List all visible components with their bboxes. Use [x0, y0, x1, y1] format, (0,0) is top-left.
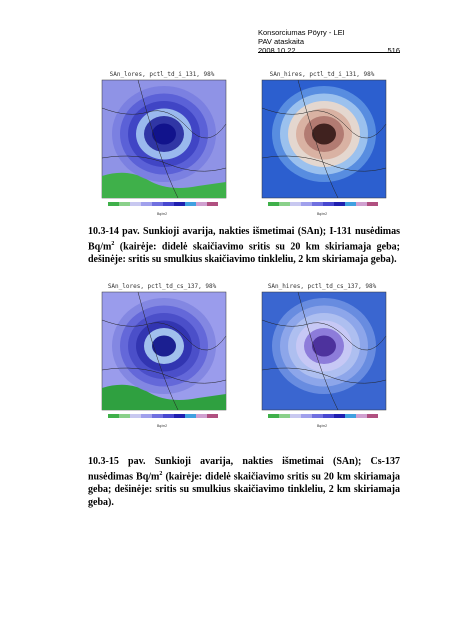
colorbar-cell — [108, 414, 119, 418]
colorbar-cell — [196, 414, 207, 418]
date: 2008 10 22 — [258, 46, 296, 55]
colorbar-cell — [279, 414, 290, 418]
colorbar-cell — [196, 202, 207, 206]
colorbar-cell — [163, 414, 174, 418]
colorbar-cell — [119, 202, 130, 206]
colorbar-cell — [334, 202, 345, 206]
colorbar-cell — [312, 202, 323, 206]
map-title: SAn_lores, pctl_td_i_131, 98% — [110, 71, 215, 78]
colorbar-cell — [268, 202, 279, 206]
caption-text: Sunkioji avarija, nakties išmetimai (SAn… — [88, 226, 401, 253]
header-rule — [258, 52, 400, 53]
borders — [101, 291, 227, 411]
map-panel: SAn_hires, pctl_td_cs_137, 98% Bq/m2 — [248, 280, 396, 430]
contour — [312, 335, 336, 357]
borders — [101, 79, 227, 199]
colorbar-cell — [152, 202, 163, 206]
colorbar-cell — [185, 414, 196, 418]
colorbar-cell — [174, 414, 185, 418]
colorbar-unit: Bq/m2 — [157, 212, 167, 216]
caption: 10.3-15 pav. Sunkioji avarija, nakties i… — [88, 455, 400, 509]
borders — [261, 79, 387, 199]
header-row: 2008 10 22 516 — [258, 46, 400, 55]
colorbar-cell — [334, 414, 345, 418]
colorbar-cell — [301, 414, 312, 418]
colorbar-cell — [130, 202, 141, 206]
colorbar-cell — [108, 202, 119, 206]
map-panel: SAn_lores, pctl_td_cs_137, 98% Bq/m2 — [88, 280, 236, 430]
caption-rest: (kairėje: didelė skaičiavimo sritis su 2… — [88, 241, 401, 266]
colorbar-cell — [312, 414, 323, 418]
caption-text: Sunkioji avarija, nakties išmetimai (SAn… — [88, 456, 401, 483]
map-title: SAn_lores, pctl_td_cs_137, 98% — [108, 283, 217, 290]
caption-superscript: 2 — [159, 471, 163, 477]
colorbar-cell — [119, 414, 130, 418]
page-number: 516 — [387, 46, 400, 55]
caption-superscript: 2 — [111, 241, 115, 247]
caption: 10.3-14 pav. Sunkioji avarija, nakties i… — [88, 225, 400, 266]
colorbar-cell — [141, 414, 152, 418]
colorbar-cell — [185, 202, 196, 206]
colorbar-unit: Bq/m2 — [317, 212, 327, 216]
colorbar-cell — [290, 202, 301, 206]
report: PAV ataskaita — [258, 37, 304, 46]
map-lowland — [102, 172, 226, 198]
colorbar-cell — [290, 414, 301, 418]
map-title: SAn_hires, pctl_td_cs_137, 98% — [268, 283, 377, 290]
map-title: SAn_hires, pctl_td_i_131, 98% — [270, 71, 375, 78]
colorbar-cell — [130, 414, 141, 418]
contour — [152, 335, 176, 357]
caption-label: 10.3-15 pav. — [88, 456, 146, 467]
colorbar-cell — [345, 202, 356, 206]
contour — [152, 123, 176, 145]
map-lowland — [102, 384, 226, 410]
colorbar-cell — [323, 414, 334, 418]
map-panel: SAn_lores, pctl_td_i_131, 98% Bq/m2 — [88, 68, 236, 218]
colorbar-unit: Bq/m2 — [157, 424, 167, 428]
colorbar-unit: Bq/m2 — [317, 424, 327, 428]
colorbar-cell — [367, 414, 378, 418]
map-panel: SAn_hires, pctl_td_i_131, 98% Bq/m2 — [248, 68, 396, 218]
colorbar-cell — [356, 414, 367, 418]
colorbar-cell — [345, 414, 356, 418]
colorbar-cell — [301, 202, 312, 206]
colorbar-cell — [207, 202, 218, 206]
org: Konsorciumas Pöyry - LEI — [258, 28, 345, 37]
colorbar-cell — [152, 414, 163, 418]
header: Konsorciumas Pöyry - LEI PAV ataskaita 2… — [258, 28, 400, 55]
colorbar-cell — [367, 202, 378, 206]
colorbar-cell — [356, 202, 367, 206]
colorbar-cell — [268, 414, 279, 418]
colorbar-cell — [323, 202, 334, 206]
colorbar-cell — [174, 202, 185, 206]
colorbar-cell — [279, 202, 290, 206]
contour — [312, 123, 336, 145]
colorbar-cell — [141, 202, 152, 206]
caption-label: 10.3-14 pav. — [88, 226, 140, 237]
colorbar-cell — [207, 414, 218, 418]
caption-rest: (kairėje: didelė skaičiavimo sritis su 2… — [88, 471, 401, 509]
borders — [261, 291, 387, 411]
colorbar-cell — [163, 202, 174, 206]
